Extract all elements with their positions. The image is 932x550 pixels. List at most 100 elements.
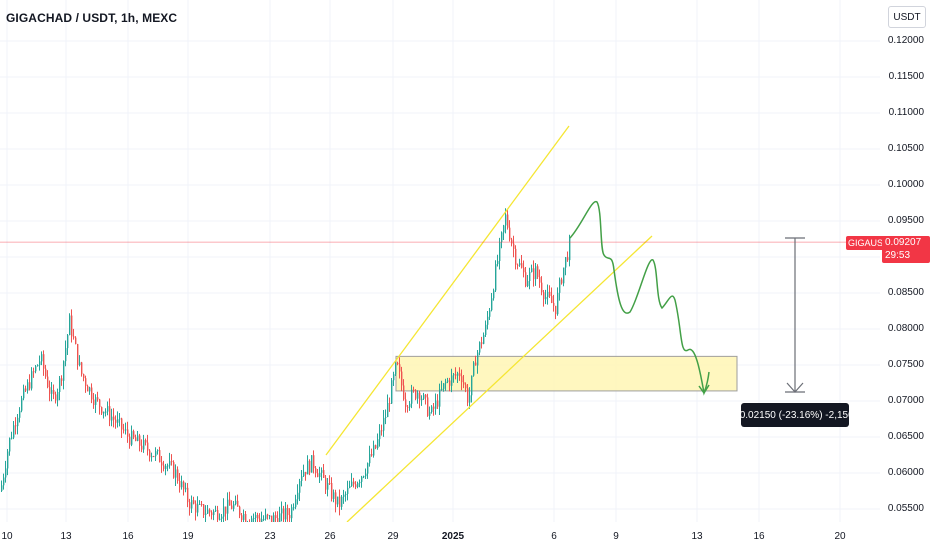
candle-body [473,362,475,376]
candle-body [411,389,413,404]
candle-body [27,382,29,391]
candle-body [47,376,49,388]
candle-body [81,362,83,375]
projection-path [569,201,710,396]
candle-body [525,272,527,287]
candle-body [527,280,529,287]
candle-body [289,515,291,519]
candle-body [291,507,293,519]
channel-upper-line [325,125,570,456]
candle-body [221,516,223,519]
price-axis[interactable]: 0.12000 0.11500 0.11000 0.10500 0.10000 0.095… [880,0,932,550]
candle-body [409,403,411,408]
candle-body [313,455,315,469]
candle-body [265,514,267,519]
candle-body [567,257,569,261]
time-axis[interactable]: 10 13 16 19 23 26 29 2025 6 9 13 16 20 [0,522,880,550]
candle-body [287,507,289,516]
candle-body [413,389,415,391]
candle-body [97,397,99,400]
time-tick-label: 13 [60,531,72,542]
candle-body [33,371,35,373]
candle-body [489,310,491,317]
candle-body [465,384,467,389]
candle-body [227,499,229,514]
candle-body [191,500,193,509]
candle-body [89,387,91,392]
candle-body [245,514,247,522]
candle-body [107,406,109,412]
candle-body [547,291,549,297]
candle-body [327,483,329,490]
candle-body [67,335,69,349]
candle-body [243,514,245,520]
candle-body [297,492,299,500]
candle-body [345,493,347,495]
candle-body [399,364,401,372]
candle-body [351,481,353,486]
candle-body [213,511,215,516]
candle-body [293,507,295,509]
candle-body [557,292,559,315]
candle-body [207,509,209,514]
candle-body [495,264,497,291]
currency-button[interactable]: USDT [888,6,926,28]
candle-body [87,386,89,392]
candle-body [375,445,377,449]
candle-body [149,450,151,458]
candle-body [565,257,567,268]
candle-body [523,267,525,273]
price-tick-label: 0.11500 [888,71,924,82]
candle-body [383,417,385,431]
candle-body [251,518,253,522]
candle-body [91,387,93,400]
candle-body [269,515,271,517]
candle-body [225,506,227,514]
candle-body [553,302,555,306]
chart-canvas[interactable] [0,0,880,522]
candle-body [133,431,135,438]
candle-body [431,406,433,413]
candle-body [533,268,535,280]
candle-body [13,425,15,438]
candle-body [65,348,67,362]
candle-body [11,437,13,439]
candle-body [493,290,495,299]
candle-body [283,508,285,520]
time-tick-label: 26 [324,531,336,542]
candle-body [119,418,121,420]
candle-body [273,515,275,522]
candle-body [179,480,181,488]
candle-body [193,500,195,504]
chart-title: GIGACHAD / USDT, 1h, MEXC [6,11,178,25]
candle-body [311,455,313,473]
price-tick-label: 0.08500 [887,287,924,298]
candle-body [177,469,179,481]
candle-body [69,315,71,336]
candle-body [569,237,571,261]
candle-body [93,399,95,405]
candle-body [211,512,213,516]
candle-body [483,334,485,344]
candle-body [61,378,63,381]
price-tick-label: 0.11000 [888,107,924,118]
candle-body [145,440,147,443]
candle-body [125,429,127,431]
candle-body [303,471,305,477]
projection-arrowhead [698,384,710,395]
candle-body [281,508,283,514]
candle-body [257,514,259,519]
candle-body [497,260,499,265]
candle-body [361,476,363,482]
candle-body [419,392,421,401]
candle-body [9,438,11,452]
candle-body [79,362,81,366]
candle-body [415,390,417,399]
candle-body [481,342,483,344]
chart-area[interactable]: GIGACHAD / USDT, 1h, MEXC [0,0,880,522]
candle-body [241,515,243,520]
price-tick-label: 0.10000 [887,179,924,190]
candle-body [517,264,519,266]
candle-body [449,380,451,386]
candle-body [393,374,395,381]
